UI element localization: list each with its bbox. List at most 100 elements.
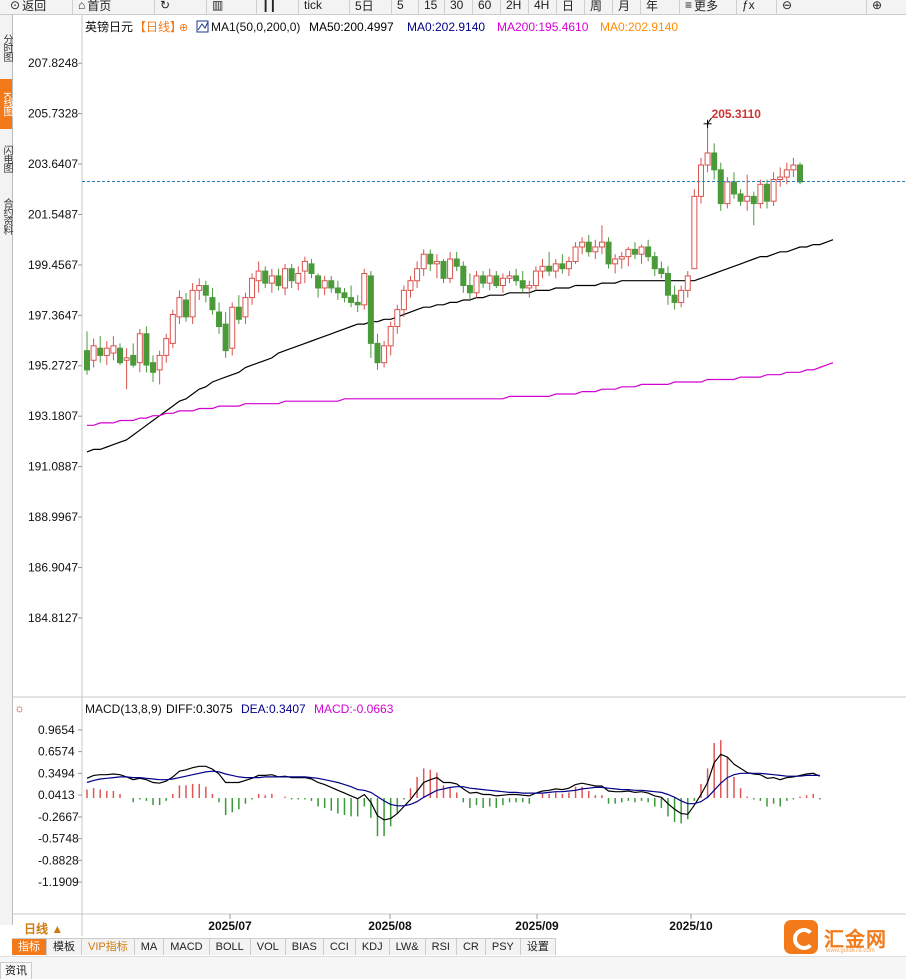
toolbar-item-13[interactable]: 日 xyxy=(562,0,574,13)
macd-tick-label: -0.8828 xyxy=(38,853,79,867)
legend-ma0-b: MA0:202.9140 xyxy=(600,20,678,34)
candle-body xyxy=(348,297,355,303)
toolbar-separator xyxy=(500,0,501,14)
toolbar-item-label: 2H xyxy=(506,0,522,12)
toolbar-item-0[interactable]: ⊙ 返回 xyxy=(10,0,46,13)
toolbar-separator xyxy=(298,0,299,14)
candle-body xyxy=(361,272,368,306)
tab-contract-info[interactable]: 合约资料 xyxy=(1,198,12,234)
left-view-tabs: 分时图 K线图 闪电图 合约资料 xyxy=(0,15,13,925)
toolbar-item-18[interactable]: ƒx xyxy=(742,0,755,13)
toolbar-item-17[interactable]: ≡ 更多 xyxy=(685,0,718,13)
toolbar-separator xyxy=(391,0,392,14)
indicator-tab-8[interactable]: CCI xyxy=(324,939,356,955)
toolbar-item-15[interactable]: 月 xyxy=(618,0,630,13)
candle-body xyxy=(90,345,97,361)
candle-body xyxy=(678,289,685,303)
candle-body xyxy=(427,253,434,265)
toolbar-item-19[interactable]: ⊖ xyxy=(782,0,792,13)
toolbar-item-7[interactable]: 5 xyxy=(397,0,404,13)
tab-k-line[interactable]: K线图 xyxy=(0,79,12,129)
y-tick-label: 203.6407 xyxy=(28,157,78,171)
indicator-tab-3[interactable]: MA xyxy=(135,939,165,955)
day-line-toggle[interactable]: 日线 ▲ xyxy=(24,922,64,936)
candle-body xyxy=(513,275,520,282)
indicator-tab-2[interactable]: VIP指标 xyxy=(82,939,135,955)
indicator-tab-10[interactable]: LW& xyxy=(390,939,426,955)
toolbar-separator xyxy=(776,0,777,14)
toolbar-item-6[interactable]: 5日 xyxy=(355,0,374,13)
indicator-tab-5[interactable]: BOLL xyxy=(210,939,251,955)
candle-body xyxy=(97,347,104,356)
toolbar-separator xyxy=(736,0,737,14)
toolbar-item-label: 60 xyxy=(478,0,492,12)
x-tick-label: 2025/07 xyxy=(208,919,252,933)
toolbar-item-1[interactable]: ⌂ 首页 xyxy=(78,0,111,13)
bottom-strip xyxy=(0,956,906,979)
y-tick-label: 191.0887 xyxy=(28,460,78,474)
indicator-tab-11[interactable]: RSI xyxy=(426,939,457,955)
legend-settings-icon[interactable]: ⊕ xyxy=(179,22,188,34)
candle-body xyxy=(288,268,295,282)
toolbar-item-5[interactable]: tick xyxy=(304,0,322,13)
candle-body xyxy=(638,246,645,255)
candle-body xyxy=(737,193,744,202)
indicator-tab-0[interactable]: 指标 xyxy=(12,939,47,955)
toolbar-separator xyxy=(154,0,155,14)
candle-body xyxy=(704,152,711,166)
toolbar-item-3[interactable]: ▥ xyxy=(212,0,223,13)
indicator-tab-12[interactable]: CR xyxy=(457,939,486,955)
candle-body xyxy=(506,275,513,279)
candle-body xyxy=(301,260,308,272)
indicator-tab-7[interactable]: BIAS xyxy=(286,939,324,955)
candle-body xyxy=(783,169,790,178)
macd-dea: DEA:0.3407 xyxy=(241,702,306,716)
news-tab[interactable]: 资讯 xyxy=(0,962,32,979)
candle-body xyxy=(420,253,427,270)
toolbar-item-10[interactable]: 60 xyxy=(478,0,491,13)
chart-canvas[interactable]: 英镑日元 【日线】 ⊕ MA1(50,0,200,0) MA50:200.499… xyxy=(0,0,906,936)
toolbar-item-12[interactable]: 4H xyxy=(534,0,549,13)
candle-body xyxy=(546,265,553,272)
toolbar-separator xyxy=(866,0,867,14)
toolbar-separator xyxy=(640,0,641,14)
y-tick-label: 186.9047 xyxy=(28,560,78,574)
candle-body xyxy=(315,275,322,289)
indicator-tab-4[interactable]: MACD xyxy=(164,939,210,955)
candle-body xyxy=(618,256,625,260)
toolbar-item-4[interactable]: ┃┃ xyxy=(262,0,276,13)
indicator-tab-6[interactable]: VOL xyxy=(251,939,286,955)
dea-line xyxy=(86,770,820,807)
candle-body xyxy=(84,350,90,371)
legend-ma-label: MA1(50,0,200,0) xyxy=(211,20,300,34)
indicator-tab-13[interactable]: PSY xyxy=(486,939,521,955)
indicator-tab-14[interactable]: 设置 xyxy=(521,939,556,955)
candle-body xyxy=(156,354,163,371)
ma-toggle-icon[interactable] xyxy=(196,20,209,33)
toolbar-item-2[interactable]: ↻ xyxy=(160,0,170,13)
candle-body xyxy=(400,289,407,311)
candle-body xyxy=(209,297,216,311)
toolbar-item-16[interactable]: 年 xyxy=(646,0,658,13)
toolbar-item-8[interactable]: 15 xyxy=(424,0,437,13)
macd-gear-icon[interactable]: ☼ xyxy=(14,701,25,715)
toolbar-item-20[interactable]: ⊕ xyxy=(872,0,882,13)
macd-value: MACD:-0.0663 xyxy=(314,702,394,716)
y-tick-label: 193.1807 xyxy=(28,409,78,423)
toolbar-item-11[interactable]: 2H xyxy=(506,0,521,13)
candle-body xyxy=(216,311,223,328)
tab-flash-chart[interactable]: 闪电图 xyxy=(1,144,12,172)
toolbar-separator xyxy=(472,0,473,14)
bar-chart-icon: ▥ xyxy=(212,0,224,12)
toolbar-item-9[interactable]: 30 xyxy=(450,0,463,13)
toolbar-item-label: 15 xyxy=(424,0,438,12)
macd-tick-label: -0.5748 xyxy=(38,832,79,846)
tab-time-share[interactable]: 分时图 xyxy=(1,33,12,61)
candle-body xyxy=(763,183,770,202)
indicator-tab-9[interactable]: KDJ xyxy=(356,939,390,955)
candle-body xyxy=(605,241,612,265)
toolbar-item-14[interactable]: 周 xyxy=(590,0,602,13)
candle-body xyxy=(658,268,665,274)
indicator-tab-1[interactable]: 模板 xyxy=(47,939,82,955)
home-icon: ⌂ xyxy=(78,0,86,12)
